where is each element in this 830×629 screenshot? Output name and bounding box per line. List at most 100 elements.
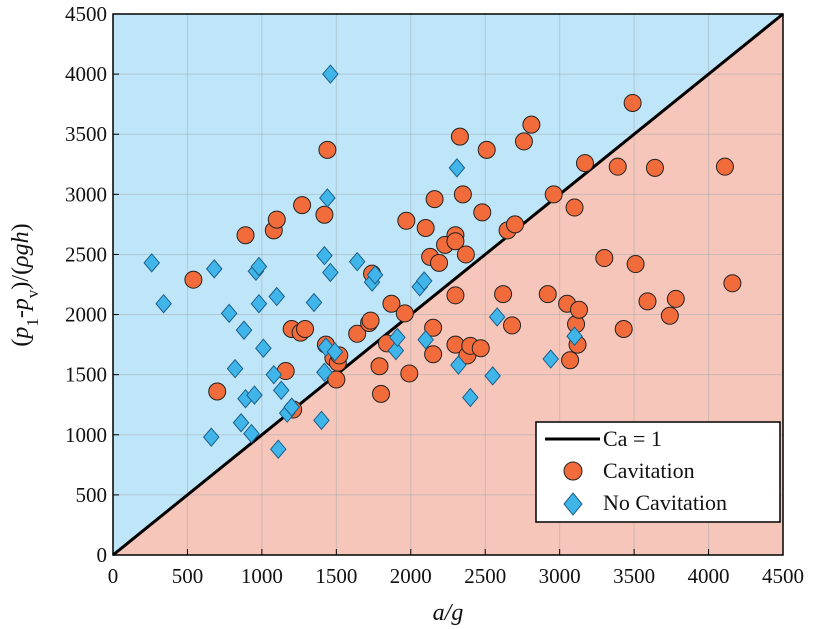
no-cavitation-series (143, 64, 583, 459)
no-cavitation-point (226, 358, 244, 379)
no-cavitation-point (268, 286, 286, 307)
cavitation-point (473, 203, 492, 222)
no-cavitation-point (283, 397, 300, 417)
cavitation-point (595, 249, 614, 268)
legend: Ca = 1 Cavitation No Cavitation (535, 421, 781, 523)
no-cavitation-point (250, 293, 268, 314)
cavitation-point (456, 245, 475, 264)
x-tick-label: 500 (172, 564, 204, 588)
cavitation-point (382, 294, 401, 313)
cavitation-point (471, 339, 490, 358)
x-tick-label: 2000 (390, 564, 432, 588)
cavitation-point (208, 382, 227, 401)
cavitation-point (561, 351, 580, 370)
no-cavitation-point (143, 253, 161, 273)
no-cavitation-point (488, 307, 506, 327)
no-cavitation-point (484, 366, 501, 386)
cavitation-point (477, 140, 496, 159)
no-cavitation-point (246, 385, 263, 405)
cavitation-point (450, 127, 469, 146)
no-cavitation-point (316, 245, 333, 266)
no-cavitation-point (389, 327, 406, 348)
no-cavitation-point (415, 271, 433, 291)
y-tick-label: 4500 (65, 2, 107, 26)
x-tick-label: 3500 (613, 564, 655, 588)
no-cavitation-point (319, 188, 336, 208)
plot-area (112, 12, 784, 557)
no-cavitation-point (316, 362, 333, 383)
no-cavitation-point (243, 423, 260, 444)
cavitation-point (425, 190, 444, 209)
cavitation-point (538, 285, 557, 304)
no-cavitation-point (462, 387, 479, 408)
cavitation-point (372, 384, 390, 403)
x-tick-label: 4500 (762, 564, 804, 588)
y-tick-labels: 0 500 1000 1500 2000 2500 3000 3500 4000 4500 (65, 2, 107, 567)
cavitation-series (184, 93, 742, 419)
cavitation-point (565, 198, 584, 217)
x-tick-label: 1500 (315, 564, 357, 588)
no-cavitation-point (417, 330, 434, 350)
y-tick-label: 1000 (65, 423, 107, 447)
cavitation-point (430, 253, 449, 272)
cavitation-point (395, 304, 414, 323)
cavitation-point (660, 306, 679, 325)
cavitation-point (723, 274, 742, 293)
cavitation-point (506, 215, 524, 234)
no-cavitation-point (155, 293, 172, 314)
x-tick-label: 2500 (464, 564, 506, 588)
y-tick-label: 4000 (65, 62, 107, 86)
x-tick-label: 0 (108, 564, 119, 588)
cavitation-point (614, 319, 633, 338)
cavitation-point (236, 226, 255, 245)
x-tick-labels: 0 500 1000 1500 2000 2500 3000 3500 4000 4500 (108, 564, 804, 588)
no-cavitation-point (450, 355, 467, 375)
cavitation-point (293, 196, 312, 215)
cavitation-point (184, 270, 203, 289)
y-axis-label: (p1-pv)/(ρgh) (8, 223, 42, 346)
cavitation-point (318, 140, 337, 159)
no-cavitation-point (272, 380, 290, 401)
y-tick-label: 3000 (65, 182, 107, 206)
no-cavitation-point (448, 158, 466, 178)
no-cavitation-point (232, 412, 250, 433)
cavitation-point (453, 185, 472, 204)
no-cavitation-point (235, 320, 253, 340)
no-cavitation-point (322, 262, 339, 283)
no-cavitation-point (220, 303, 238, 324)
no-cavitation-point (205, 259, 223, 279)
cavitation-point (514, 132, 533, 151)
cavitation-point (494, 285, 513, 304)
no-cavitation-point (250, 256, 268, 277)
cavitation-point (626, 255, 645, 274)
cavitation-point (522, 115, 541, 134)
cavitation-point (361, 311, 380, 330)
x-tick-label: 3000 (539, 564, 581, 588)
cavitation-point (348, 324, 367, 343)
cavitation-point (544, 185, 563, 204)
cavitation-point (315, 205, 334, 224)
cavitation-point (446, 286, 465, 305)
cavitation-point (503, 316, 522, 335)
y-tick-label: 0 (97, 543, 108, 567)
legend-label-cavitation: Cavitation (603, 458, 695, 483)
ca-equals-one-line (112, 12, 784, 557)
cavitation-point (416, 218, 435, 237)
no-cavitation-point (348, 251, 366, 272)
y-tick-label: 3500 (65, 122, 107, 146)
y-tick-label: 2500 (65, 242, 107, 266)
y-tick-label: 1500 (65, 363, 107, 387)
no-cavitation-point (305, 292, 323, 313)
cavitation-point (397, 211, 416, 230)
no-cavitation-point (566, 326, 583, 346)
cavitation-point (666, 289, 685, 308)
x-tick-label: 1000 (241, 564, 283, 588)
no-cavitation-point (387, 340, 405, 361)
cavitation-point (446, 232, 465, 251)
legend-label-ca: Ca = 1 (603, 426, 662, 451)
cavitation-point (424, 345, 443, 364)
cavitation-point (570, 300, 589, 319)
x-tick-label: 4000 (688, 564, 730, 588)
cavitation-point (296, 319, 315, 338)
